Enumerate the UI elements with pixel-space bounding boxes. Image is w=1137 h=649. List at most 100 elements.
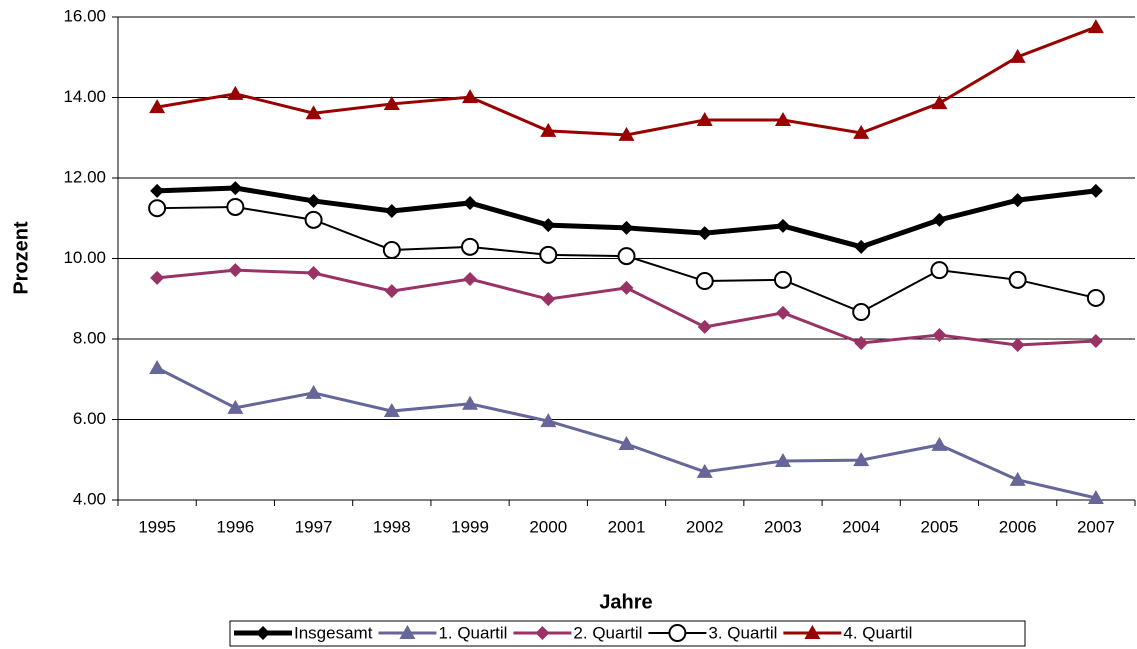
point [149,99,166,114]
point [227,85,244,100]
point [541,218,556,233]
y-tick-label: 16.00 [63,6,106,25]
point [695,272,714,291]
x-tick-label: 1999 [451,517,489,536]
point [852,303,871,322]
x-tick-label: 2005 [921,517,959,536]
point [304,210,323,229]
point [854,239,869,254]
point [775,305,790,320]
point [1086,288,1105,307]
y-tick-label: 12.00 [63,167,106,186]
point [382,241,401,260]
point [1087,19,1104,34]
point [853,452,870,467]
point [854,336,869,351]
point [619,280,634,295]
point [540,413,557,428]
legend-marker [535,626,550,640]
point [463,272,478,287]
x-tick-label: 2004 [842,517,880,536]
series-line [156,25,1097,137]
x-tick-label: 2006 [999,517,1037,536]
point [697,226,712,241]
point [306,265,321,280]
point [541,292,556,307]
x-tick-label: 1998 [373,517,411,536]
point [1008,270,1027,289]
point [931,95,948,110]
point [149,359,166,374]
point [1010,338,1025,353]
point [305,105,322,120]
point [1088,183,1103,198]
legend-label: 3. Quartil [708,623,777,642]
point [383,95,400,110]
point [1009,48,1026,63]
series-line [156,366,1097,500]
point [462,89,479,104]
x-tick-label: 2002 [686,517,724,536]
x-tick-label: 1995 [138,517,176,536]
point [306,193,321,208]
y-tick-label: 14.00 [63,87,106,106]
point [228,263,243,278]
point [1010,193,1025,208]
point [148,199,167,218]
x-tick-label: 1996 [216,517,254,536]
point [774,452,791,467]
point [697,319,712,334]
point [305,384,322,399]
point [150,183,165,198]
point [384,204,399,219]
point [150,270,165,285]
point [540,122,557,137]
point [1009,471,1026,486]
legend-label: Insgesamt [294,623,373,642]
point [618,436,635,451]
legend-marker [399,625,416,639]
point [384,284,399,299]
point [619,220,634,235]
point [462,395,479,410]
legend-box [229,620,1026,647]
y-tick-label: 4.00 [73,489,106,508]
legend-marker [668,624,687,642]
x-tick-label: 2001 [608,517,646,536]
point [853,124,870,139]
point [618,126,635,141]
x-tick-label: 2007 [1077,517,1115,536]
point [774,112,791,127]
point [696,112,713,127]
point [775,218,790,233]
x-tick-label: 2003 [764,517,802,536]
point [228,181,243,196]
legend-label: 4. Quartil [843,623,912,642]
y-tick-label: 6.00 [73,409,106,428]
point [932,212,947,227]
point [461,237,480,256]
y-tick-label: 8.00 [73,328,106,347]
y-axis-label: Prozent [10,221,32,295]
point [1088,334,1103,349]
legend-label: 2. Quartil [573,623,642,642]
point [696,463,713,478]
point [931,436,948,451]
point [930,261,949,280]
legend-marker [256,626,270,640]
point [932,327,947,342]
point [773,270,792,289]
legend-label: 1. Quartil [438,623,507,642]
legend-marker [804,625,821,639]
x-tick-label: 1997 [295,517,333,536]
point [463,195,478,210]
x-tick-label: 2000 [529,517,567,536]
y-tick-label: 10.00 [63,248,106,267]
point [539,245,558,264]
point [617,247,636,266]
point [226,197,245,216]
point [227,399,244,414]
point [383,403,400,418]
x-axis-label: Jahre [599,591,652,613]
